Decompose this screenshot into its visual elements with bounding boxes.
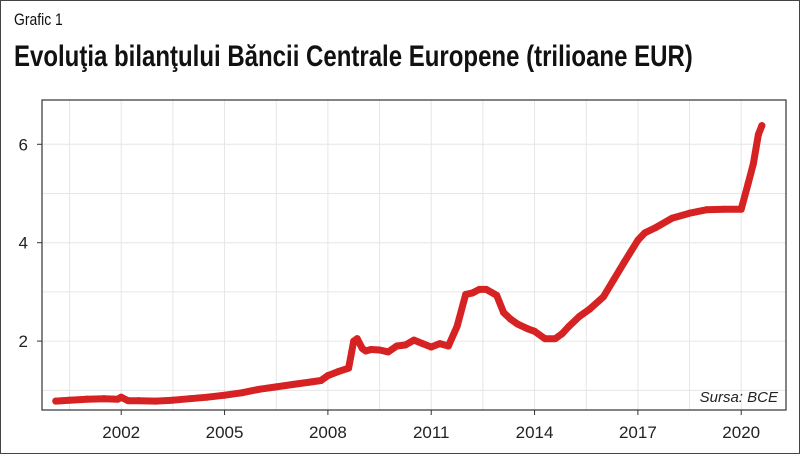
x-tick-label: 2011 bbox=[413, 423, 450, 442]
tick-layer: 2002 2005 2008 2011 2014 2017 2020 2 4 6 bbox=[19, 135, 761, 442]
data-point bbox=[410, 336, 418, 344]
data-point bbox=[66, 396, 74, 404]
data-point bbox=[272, 383, 280, 391]
data-point bbox=[345, 364, 353, 372]
series-layer bbox=[52, 122, 766, 405]
x-tick-label: 2017 bbox=[619, 423, 657, 442]
data-point bbox=[169, 396, 177, 404]
data-point bbox=[506, 315, 514, 323]
chart-title: Evoluţia bilanţului Băncii Centrale Euro… bbox=[14, 40, 693, 73]
data-point bbox=[134, 397, 142, 405]
data-point bbox=[500, 309, 508, 317]
x-tick-label: 2020 bbox=[722, 423, 760, 442]
data-point bbox=[668, 214, 676, 222]
grid-layer bbox=[42, 100, 786, 410]
data-point bbox=[754, 130, 762, 138]
data-point bbox=[469, 289, 477, 297]
data-point bbox=[462, 290, 470, 298]
data-point bbox=[289, 380, 297, 388]
data-point bbox=[100, 395, 108, 403]
data-point bbox=[221, 391, 229, 399]
data-point bbox=[651, 224, 659, 232]
data-point bbox=[493, 291, 501, 299]
series-line bbox=[52, 122, 766, 405]
data-point bbox=[152, 397, 160, 405]
data-point bbox=[117, 393, 125, 401]
data-point bbox=[376, 346, 384, 354]
data-point bbox=[575, 313, 583, 321]
data-point bbox=[401, 341, 409, 349]
data-point bbox=[353, 335, 361, 343]
data-point bbox=[124, 397, 132, 405]
data-point bbox=[599, 293, 607, 301]
data-point bbox=[419, 340, 427, 348]
data-point bbox=[634, 236, 642, 244]
data-point bbox=[703, 206, 711, 214]
y-tick-label: 6 bbox=[19, 135, 28, 154]
x-tick-label: 2002 bbox=[102, 423, 140, 442]
data-point bbox=[744, 180, 752, 188]
y-tick-label: 2 bbox=[19, 332, 28, 351]
x-tick-label: 2005 bbox=[206, 423, 244, 442]
data-point bbox=[610, 276, 618, 284]
data-point bbox=[334, 368, 342, 376]
data-point bbox=[427, 343, 435, 351]
data-point bbox=[565, 322, 573, 330]
data-point bbox=[393, 342, 401, 350]
data-point bbox=[558, 330, 566, 338]
data-point bbox=[307, 378, 315, 386]
data-point bbox=[720, 205, 728, 213]
data-point bbox=[749, 160, 757, 168]
x-tick-label: 2008 bbox=[309, 423, 347, 442]
data-point bbox=[551, 335, 559, 343]
data-point bbox=[524, 325, 532, 333]
data-point bbox=[238, 389, 246, 397]
data-point bbox=[541, 335, 549, 343]
data-point bbox=[586, 305, 594, 313]
data-point bbox=[186, 395, 194, 403]
data-point bbox=[83, 395, 91, 403]
data-point bbox=[317, 376, 325, 384]
data-point bbox=[641, 229, 649, 237]
data-point bbox=[203, 393, 211, 401]
data-point bbox=[444, 342, 452, 350]
data-point bbox=[482, 285, 490, 293]
y-tick-label: 4 bbox=[19, 234, 28, 253]
data-point bbox=[384, 348, 392, 356]
data-point bbox=[758, 122, 766, 130]
data-point bbox=[686, 209, 694, 217]
data-point bbox=[436, 340, 444, 348]
data-point bbox=[475, 285, 483, 293]
data-point bbox=[453, 322, 461, 330]
plot-area-border bbox=[41, 99, 787, 411]
data-point bbox=[255, 385, 263, 393]
data-point bbox=[531, 327, 539, 335]
data-point bbox=[513, 320, 521, 328]
figure-label: Grafic 1 bbox=[14, 10, 63, 29]
x-tick-label: 2014 bbox=[516, 423, 554, 442]
data-point bbox=[324, 372, 332, 380]
data-point bbox=[52, 397, 60, 405]
data-point bbox=[367, 345, 375, 353]
data-point bbox=[737, 205, 745, 213]
source-note: Sursa: BCE bbox=[700, 389, 779, 406]
data-point bbox=[620, 258, 628, 266]
